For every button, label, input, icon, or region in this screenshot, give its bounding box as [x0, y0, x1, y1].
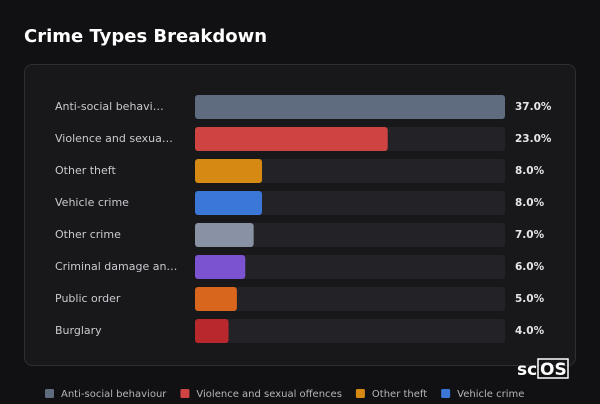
- legend-label: Violence and sexual offences: [196, 389, 342, 400]
- bar-track: [195, 223, 505, 247]
- logo-box: [537, 358, 569, 379]
- category-label: Anti-social behavi…: [55, 100, 164, 113]
- logo: sc OS: [517, 358, 569, 380]
- bar-track: [195, 287, 505, 311]
- category-label: Criminal damage an…: [55, 260, 177, 273]
- value-label: 23.0%: [515, 133, 552, 145]
- bar-track: [195, 319, 505, 343]
- value-label: 6.0%: [515, 261, 545, 273]
- logo-text: sc: [517, 360, 537, 380]
- bar: [195, 223, 254, 247]
- legend-swatch: [180, 389, 190, 398]
- bar: [195, 191, 263, 215]
- value-label: 8.0%: [515, 165, 545, 177]
- legend-swatch: [355, 389, 365, 398]
- legend-label: Other theft: [372, 389, 427, 400]
- bar-track: [195, 191, 505, 215]
- value-label: 37.0%: [515, 101, 552, 113]
- value-label: 5.0%: [515, 293, 545, 305]
- value-label: 8.0%: [515, 197, 545, 209]
- chart-title: Crime Types Breakdown: [24, 26, 267, 47]
- category-label: Public order: [55, 292, 121, 305]
- legend-label: Anti-social behaviour: [61, 389, 167, 400]
- legend-label: Vehicle crime: [457, 389, 524, 400]
- category-label: Other crime: [55, 228, 121, 241]
- value-label: 7.0%: [515, 229, 545, 241]
- category-label: Other theft: [55, 164, 116, 177]
- category-label: Burglary: [55, 324, 102, 337]
- category-label: Violence and sexua…: [55, 132, 173, 145]
- bar: [195, 159, 263, 183]
- bar: [195, 319, 229, 343]
- legend-swatch: [441, 389, 451, 398]
- logo-text: OS: [540, 360, 567, 380]
- bar: [195, 287, 237, 311]
- bar-track: [195, 255, 505, 279]
- legend-swatch: [45, 389, 54, 398]
- bar: [195, 127, 388, 151]
- value-label: 4.0%: [515, 325, 545, 337]
- bar: [195, 255, 246, 279]
- bar: [195, 95, 505, 119]
- category-label: Vehicle crime: [55, 196, 129, 209]
- bar-track: [195, 159, 505, 183]
